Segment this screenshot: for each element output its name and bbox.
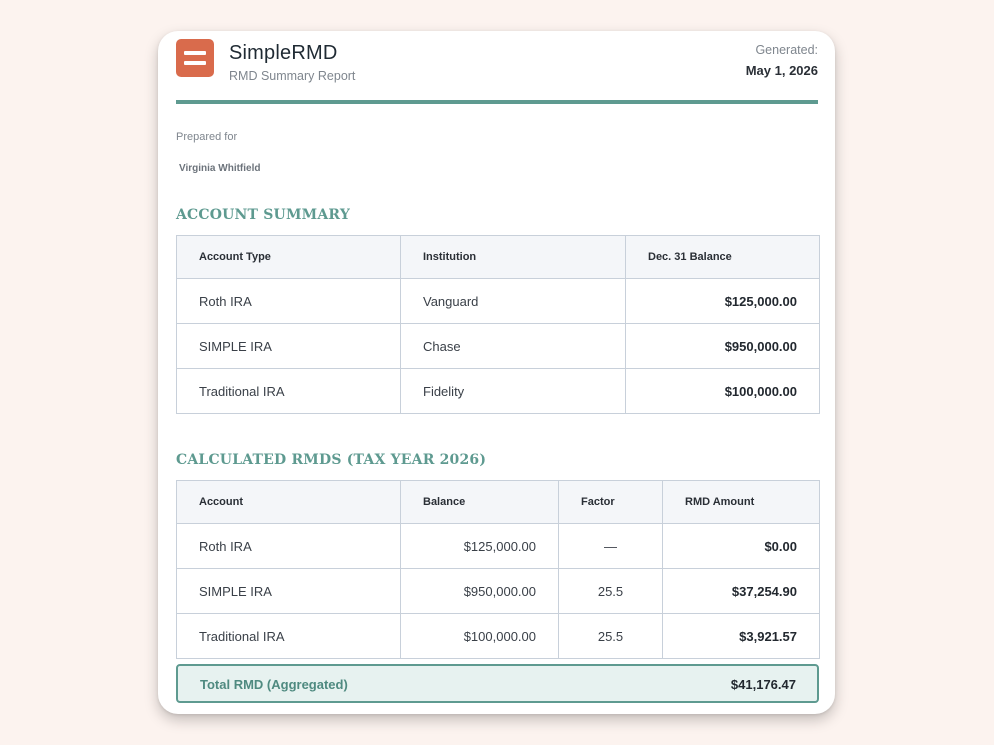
balance-cell: $125,000.00	[625, 278, 820, 324]
table-header-row: Account Type Institution Dec. 31 Balance	[176, 235, 820, 279]
column-header-account-type: Account Type	[176, 235, 401, 279]
calculated-rmds-title: CALCULATED RMDS (TAX YEAR 2026)	[176, 452, 487, 468]
balance-cell: $100,000.00	[625, 368, 820, 414]
brand-name: SimpleRMD	[229, 42, 338, 64]
rmd-amount-cell: $3,921.57	[662, 613, 820, 659]
prepared-for-label: Prepared for	[176, 131, 238, 143]
table-row: Roth IRA $125,000.00 — $0.00	[176, 523, 820, 569]
column-header-account: Account	[176, 480, 401, 524]
table-row: SIMPLE IRA Chase $950,000.00	[176, 323, 820, 369]
table-header-row: Account Balance Factor RMD Amount	[176, 480, 820, 524]
balance-cell: $950,000.00	[625, 323, 820, 369]
account-type-cell: Traditional IRA	[176, 368, 401, 414]
calculated-rmds-table: Account Balance Factor RMD Amount Roth I…	[176, 480, 820, 659]
account-type-cell: SIMPLE IRA	[176, 323, 401, 369]
factor-cell: 25.5	[558, 568, 663, 614]
rmd-amount-cell: $0.00	[662, 523, 820, 569]
total-rmd-value: $41,176.47	[730, 677, 796, 692]
report-header: SimpleRMD RMD Summary Report Generated: …	[176, 39, 818, 95]
total-rmd-row: Total RMD (Aggregated) $41,176.47	[176, 664, 819, 703]
balance-cell: $100,000.00	[400, 613, 559, 659]
client-name: Virginia Whitfield	[179, 163, 261, 174]
factor-cell: —	[558, 523, 663, 569]
table-row: Roth IRA Vanguard $125,000.00	[176, 278, 820, 324]
column-header-balance: Dec. 31 Balance	[625, 235, 820, 279]
logo-bar	[184, 51, 206, 55]
factor-cell: 25.5	[558, 613, 663, 659]
menu-lines-icon	[176, 39, 214, 77]
account-cell: Roth IRA	[176, 523, 401, 569]
rmd-amount-cell: $37,254.90	[662, 568, 820, 614]
report-subtitle: RMD Summary Report	[229, 69, 356, 83]
total-rmd-label: Total RMD (Aggregated)	[200, 677, 348, 692]
table-row: Traditional IRA Fidelity $100,000.00	[176, 368, 820, 414]
account-summary-title: ACCOUNT SUMMARY	[176, 207, 351, 223]
header-divider	[176, 100, 818, 104]
column-header-balance: Balance	[400, 480, 559, 524]
institution-cell: Vanguard	[400, 278, 626, 324]
report-card: SimpleRMD RMD Summary Report Generated: …	[158, 31, 835, 714]
account-summary-table: Account Type Institution Dec. 31 Balance…	[176, 235, 820, 414]
institution-cell: Fidelity	[400, 368, 626, 414]
balance-cell: $125,000.00	[400, 523, 559, 569]
institution-cell: Chase	[400, 323, 626, 369]
column-header-rmd-amount: RMD Amount	[662, 480, 820, 524]
account-cell: SIMPLE IRA	[176, 568, 401, 614]
generated-date: May 1, 2026	[745, 63, 818, 78]
balance-cell: $950,000.00	[400, 568, 559, 614]
account-cell: Traditional IRA	[176, 613, 401, 659]
generated-label: Generated:	[755, 43, 818, 57]
table-row: SIMPLE IRA $950,000.00 25.5 $37,254.90	[176, 568, 820, 614]
column-header-institution: Institution	[400, 235, 626, 279]
table-row: Traditional IRA $100,000.00 25.5 $3,921.…	[176, 613, 820, 659]
account-type-cell: Roth IRA	[176, 278, 401, 324]
column-header-factor: Factor	[558, 480, 663, 524]
logo-bar	[184, 61, 206, 65]
